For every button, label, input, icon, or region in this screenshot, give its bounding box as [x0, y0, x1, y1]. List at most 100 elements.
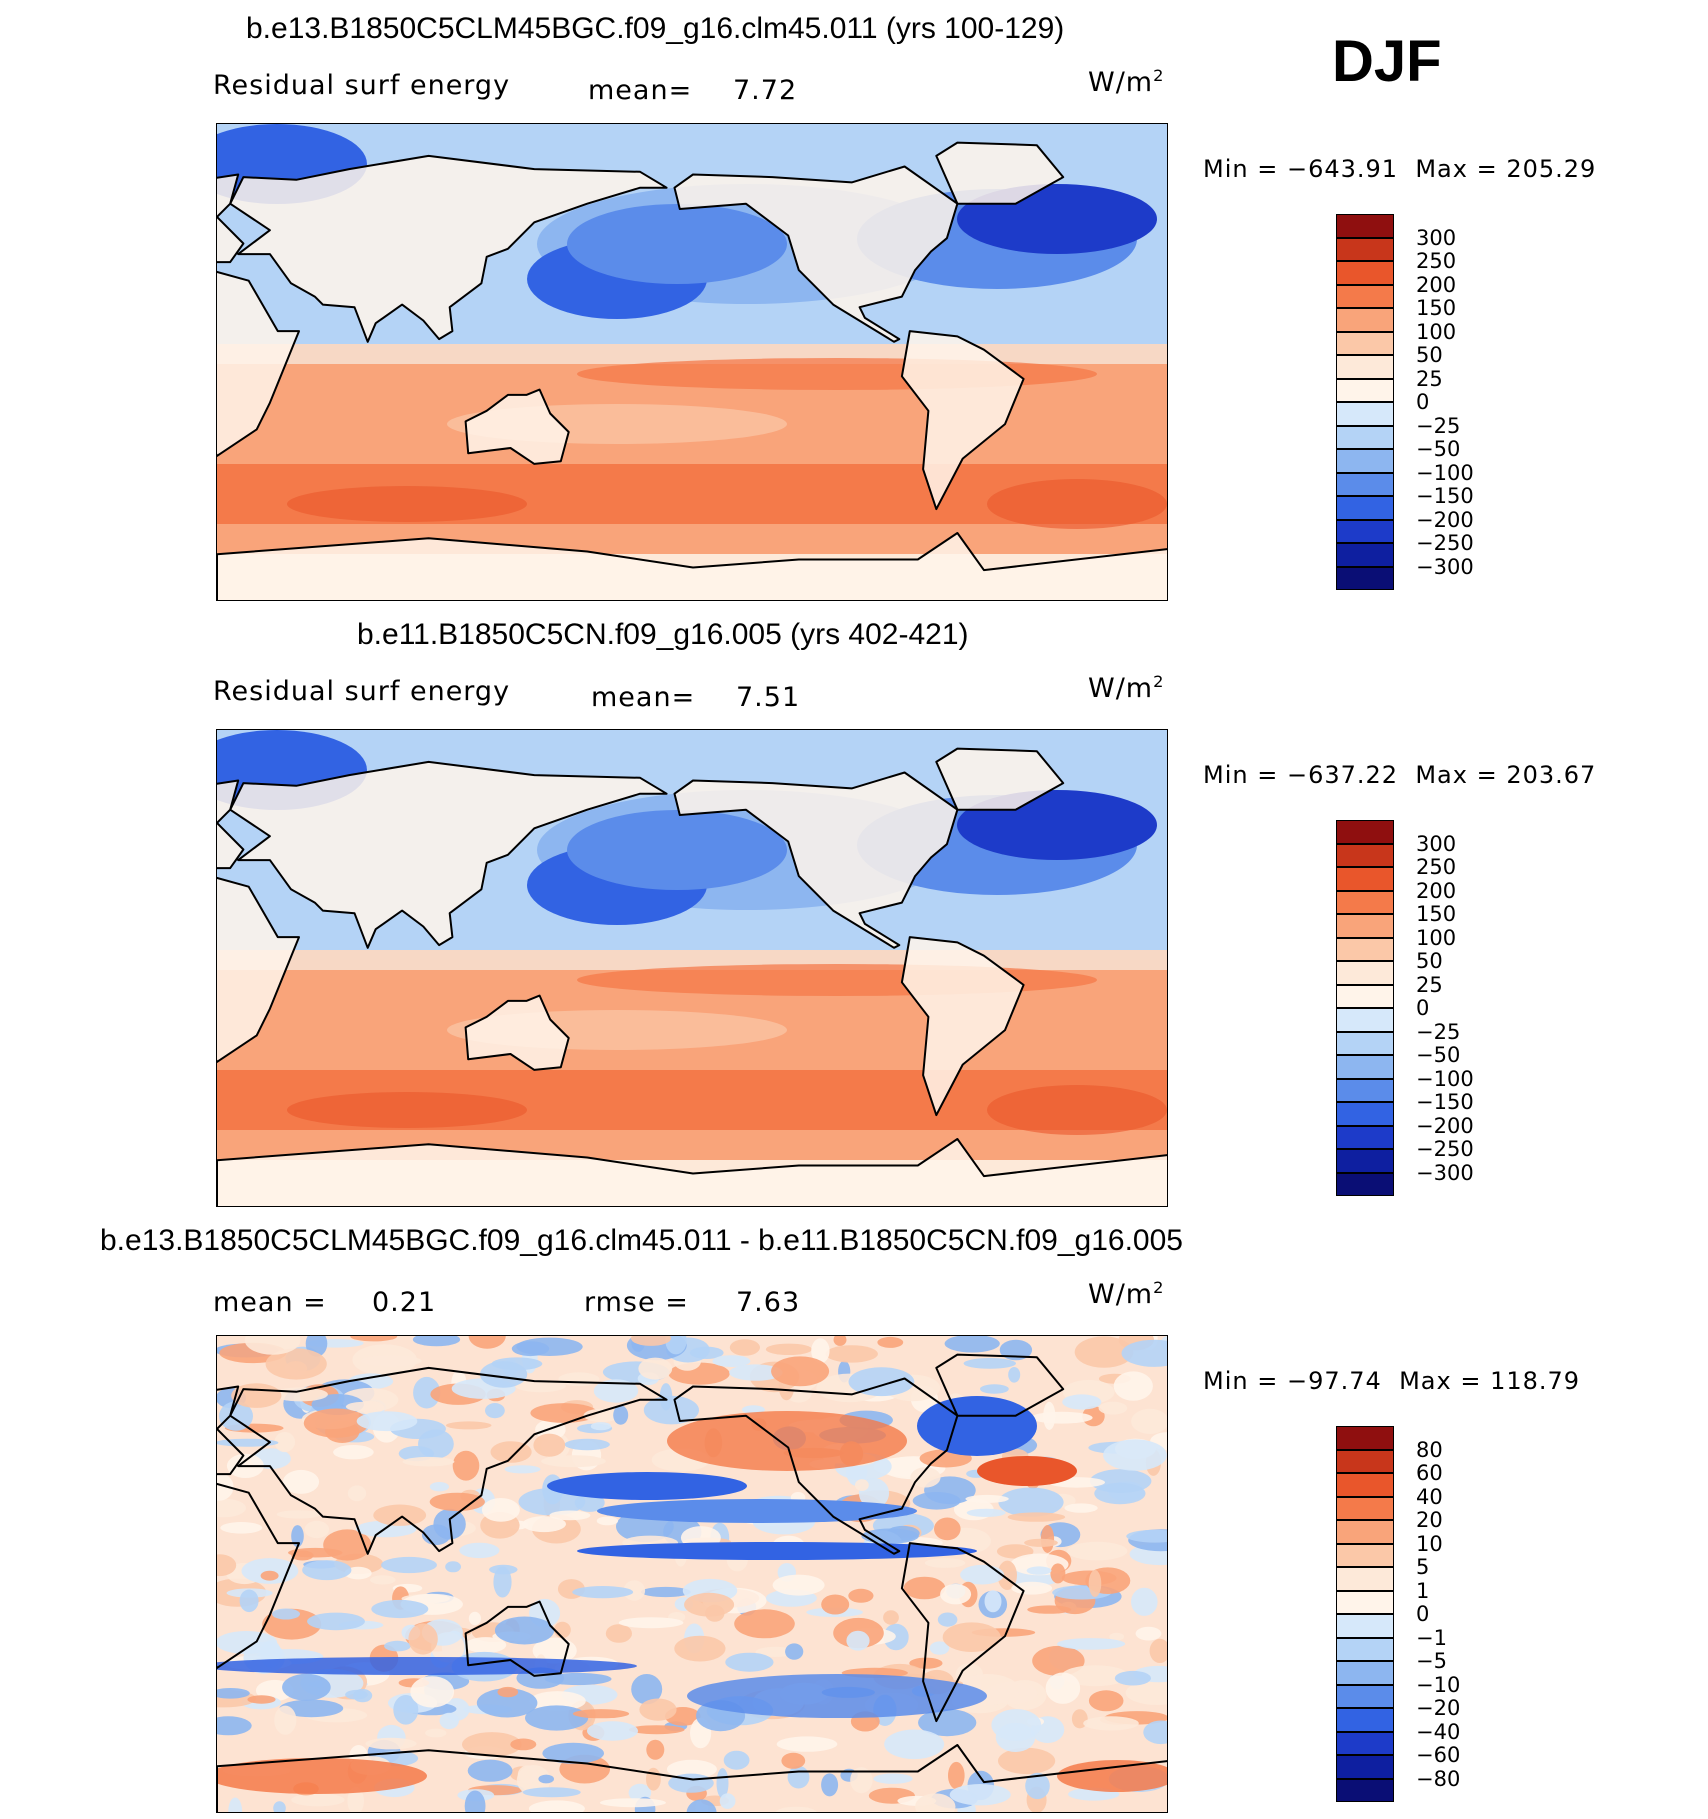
colorbar-bin	[1336, 890, 1394, 914]
colorbar-tick-label: −80	[1416, 1766, 1461, 1791]
colorbar-tick-label: 250	[1416, 855, 1457, 879]
colorbar-tick-label: 40	[1416, 1484, 1443, 1509]
colorbar-bin	[1336, 961, 1394, 985]
colorbar-bin	[1336, 1008, 1394, 1032]
colorbar-bin	[1336, 843, 1394, 867]
panel-1-field-label: Residual surf energy	[213, 70, 511, 101]
colorbar-bin	[1336, 1102, 1394, 1126]
panel-1-map	[216, 123, 1168, 601]
colorbar-bin	[1336, 1149, 1394, 1173]
colorbar-tick-label: 100	[1416, 925, 1457, 950]
panel-1-minmax: Min = −643.91 Max = 205.29	[1203, 155, 1597, 183]
colorbar-bin	[1336, 1708, 1394, 1732]
colorbar-tick-label: −10	[1416, 1672, 1461, 1697]
colorbar-bin	[1336, 472, 1394, 496]
colorbar-tick-label: −20	[1416, 1696, 1461, 1720]
season-label: DJF	[1332, 29, 1442, 94]
colorbar-bin	[1336, 566, 1394, 590]
colorbar-tick-label: −1	[1416, 1625, 1447, 1650]
colorbar-tick-label: −250	[1416, 1137, 1474, 1161]
panel-1-mean-label: mean=	[588, 75, 693, 106]
colorbar-bin	[1336, 1731, 1394, 1755]
colorbar-tick-label: −200	[1416, 507, 1474, 532]
colorbar-tick-label: −5	[1416, 1649, 1447, 1673]
colorbar-tick-label: 1	[1416, 1578, 1430, 1603]
panel-3-minmax: Min = −97.74 Max = 118.79	[1203, 1367, 1581, 1395]
coastlines	[217, 747, 1167, 1206]
colorbar-tick-label: 0	[1416, 996, 1430, 1020]
colorbar-bin	[1336, 261, 1394, 285]
colorbar-bin	[1336, 308, 1394, 332]
coastlines	[217, 1353, 1167, 1812]
colorbar-bin	[1336, 1614, 1394, 1638]
colorbar-bin	[1336, 355, 1394, 379]
panel-2-units: W/m2	[1088, 672, 1165, 704]
colorbar-bin	[1336, 984, 1394, 1008]
panel-1-title: b.e13.B1850C5CLM45BGC.f09_g16.clm45.011 …	[246, 12, 1065, 45]
colorbar-tick-label: −300	[1416, 1160, 1474, 1185]
panel-3-map	[216, 1335, 1168, 1813]
colorbar-bin	[1336, 1125, 1394, 1149]
colorbar-bin	[1336, 378, 1394, 402]
colorbar-tick-label: 200	[1416, 878, 1457, 903]
colorbar-bin	[1336, 1661, 1394, 1685]
colorbar-tick-label: 10	[1416, 1531, 1443, 1556]
colorbar-tick-label: −150	[1416, 484, 1474, 508]
colorbar-bin	[1336, 214, 1394, 238]
colorbar-tick-label: 25	[1416, 972, 1443, 997]
colorbar-bin	[1336, 496, 1394, 520]
colorbar-bin	[1336, 1755, 1394, 1779]
colorbar-bin	[1336, 1778, 1394, 1802]
colorbar-bin	[1336, 237, 1394, 261]
colorbar-bin	[1336, 1078, 1394, 1102]
colorbar-tick-label: −25	[1416, 413, 1461, 438]
panel-2-field-label: Residual surf energy	[213, 676, 511, 707]
colorbar-tick-label: −60	[1416, 1743, 1461, 1767]
colorbar-bin	[1336, 937, 1394, 961]
panel-3-rmse-label: rmse =	[584, 1287, 689, 1318]
panel-2-mean-value: 7.51	[736, 682, 801, 713]
colorbar-tick-label: −250	[1416, 531, 1474, 555]
colorbar-tick-label: 250	[1416, 249, 1457, 273]
colorbar-tick-label: 300	[1416, 225, 1457, 250]
panel-3-title: b.e13.B1850C5CLM45BGC.f09_g16.clm45.011 …	[100, 1224, 1183, 1257]
colorbar-bin	[1336, 402, 1394, 426]
colorbar-bin	[1336, 519, 1394, 543]
field-contours	[217, 1336, 1167, 1812]
colorbar-tick-label: −150	[1416, 1090, 1474, 1114]
colorbar-bin	[1336, 1172, 1394, 1196]
colorbar-tick-label: 150	[1416, 902, 1457, 926]
colorbar-bin	[1336, 1426, 1394, 1450]
colorbar-tick-label: −40	[1416, 1719, 1461, 1744]
colorbar-tick-label: 50	[1416, 343, 1443, 367]
colorbar-tick-label: −50	[1416, 437, 1461, 461]
colorbar-bin	[1336, 543, 1394, 567]
colorbar-tick-label: 150	[1416, 296, 1457, 320]
colorbar-tick-label: −200	[1416, 1113, 1474, 1138]
colorbar-bin	[1336, 1637, 1394, 1661]
colorbar-tick-label: −100	[1416, 1066, 1474, 1091]
colorbar-bin	[1336, 1473, 1394, 1497]
panel-3-rmse-value: 7.63	[736, 1287, 801, 1318]
colorbar-bin	[1336, 1031, 1394, 1055]
colorbar-bin	[1336, 331, 1394, 355]
colorbar-bin	[1336, 449, 1394, 473]
colorbar-tick-label: 0	[1416, 390, 1430, 414]
colorbar-tick-label: 80	[1416, 1437, 1443, 1462]
colorbar-tick-label: 50	[1416, 949, 1443, 973]
colorbar-bin	[1336, 914, 1394, 938]
colorbar-tick-label: −300	[1416, 554, 1474, 579]
panel-2-minmax: Min = −637.22 Max = 203.67	[1203, 761, 1597, 789]
colorbar-tick-label: 0	[1416, 1602, 1430, 1626]
colorbar-tick-label: 100	[1416, 319, 1457, 344]
colorbar-bin	[1336, 1567, 1394, 1591]
colorbar-bin	[1336, 867, 1394, 891]
coastlines	[217, 141, 1167, 600]
colorbar-bin	[1336, 425, 1394, 449]
panel-2-title: b.e11.B1850C5CN.f09_g16.005 (yrs 402-421…	[357, 618, 969, 651]
panel-1-mean-value: 7.72	[733, 75, 798, 106]
colorbar-bin	[1336, 1496, 1394, 1520]
colorbar-tick-label: −50	[1416, 1043, 1461, 1067]
colorbar-bin	[1336, 1590, 1394, 1614]
colorbar-bin	[1336, 1684, 1394, 1708]
